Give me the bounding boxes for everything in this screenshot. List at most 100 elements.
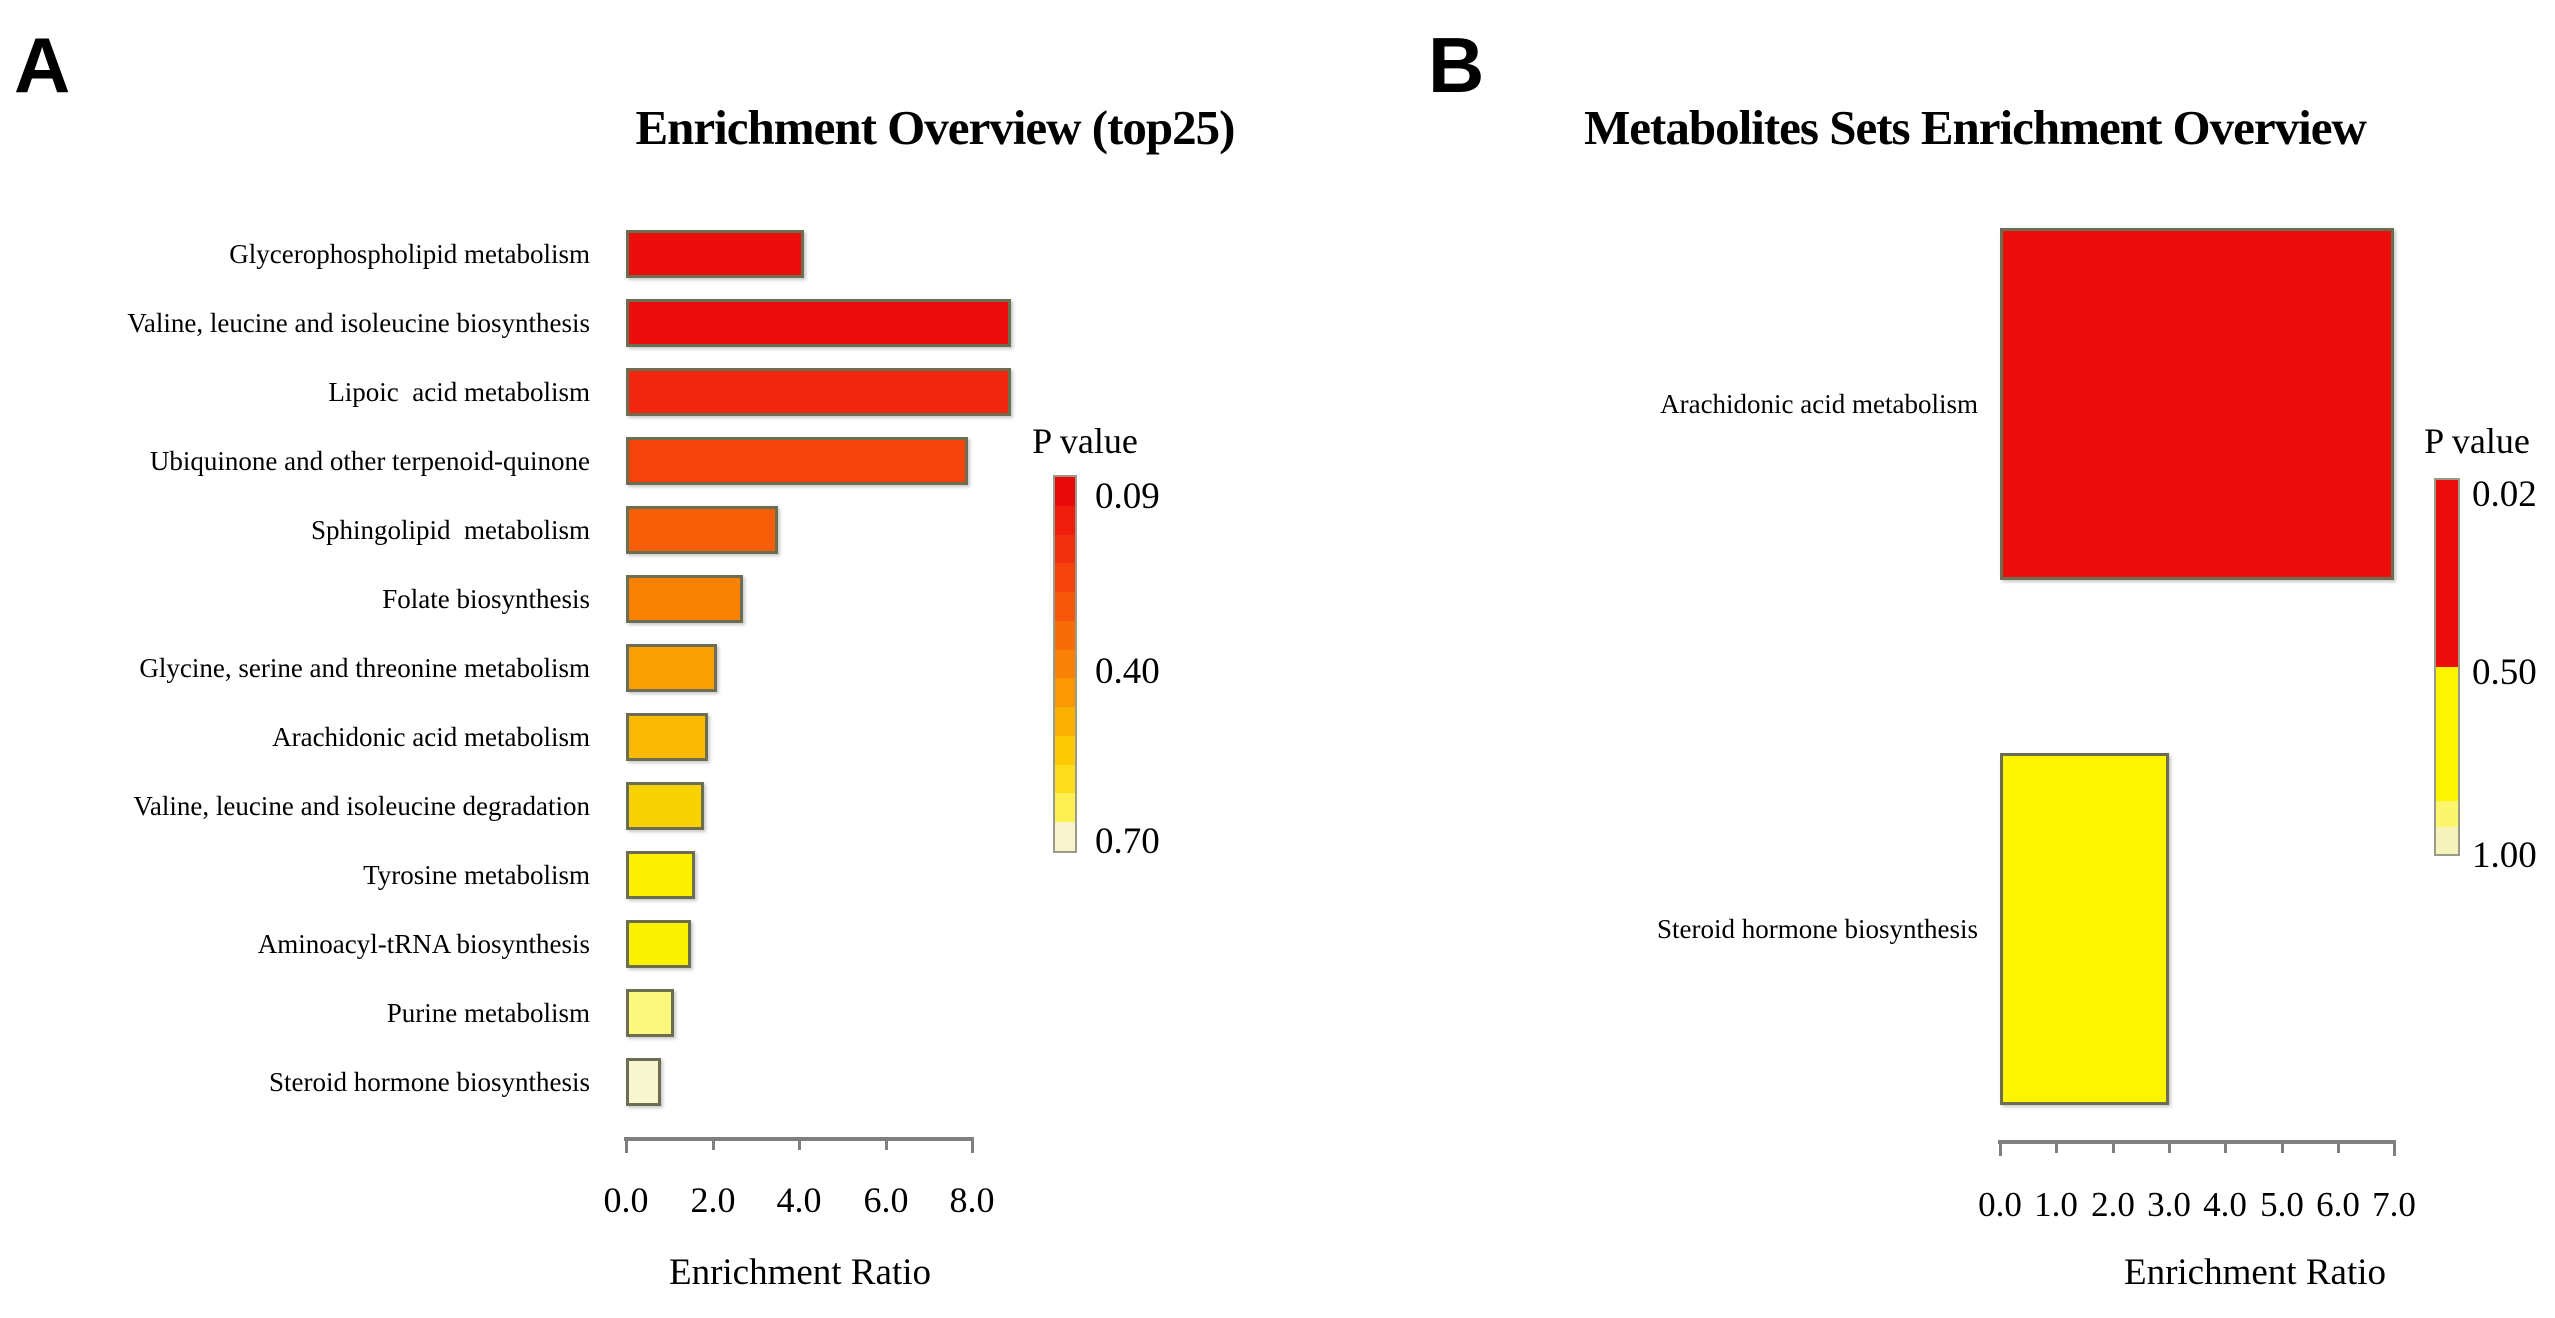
x-axis-tick-label: 0.0 [603, 1180, 649, 1220]
colorbar-tick-label: 0.50 [2472, 652, 2537, 693]
bar [626, 299, 1011, 347]
colorbar-band [2436, 560, 2458, 587]
colorbar-band [1055, 707, 1075, 736]
x-axis-tick [2337, 1140, 2340, 1153]
x-axis-tick [625, 1137, 628, 1153]
bar [626, 437, 968, 485]
panel-a-title: Enrichment Overview (top25) [635, 100, 1236, 155]
colorbar-band [2436, 533, 2458, 561]
colorbar-band [2436, 506, 2458, 534]
x-axis-tick-label: 8.0 [949, 1180, 995, 1220]
bar [626, 575, 743, 623]
category-label: Aminoacyl-tRNA biosynthesis [257, 929, 590, 959]
category-label: Lipoic acid metabolism [328, 377, 590, 407]
category-label: Arachidonic acid metabolism [272, 722, 590, 752]
x-axis-tick-label: 2.0 [2091, 1185, 2135, 1224]
panel-a-legend-title: P value [1032, 421, 1138, 461]
p-value-colorbar [1053, 475, 1077, 853]
colorbar-band [2436, 747, 2458, 774]
x-axis-tick [2112, 1140, 2115, 1153]
category-label: Tyrosine metabolism [363, 860, 590, 890]
panel-b-title: Metabolites Sets Enrichment Overview [1584, 100, 2367, 155]
category-label: Ubiquinone and other terpenoid-quinone [149, 446, 590, 476]
x-axis-tick-label: 5.0 [2260, 1185, 2304, 1224]
x-axis-tick-label: 4.0 [2203, 1185, 2247, 1224]
panel-a-x-axis-title: Enrichment Ratio [668, 1252, 932, 1293]
bar [2000, 228, 2394, 580]
x-axis-tick-label: 2.0 [690, 1180, 736, 1220]
category-label: Glycine, serine and threonine metabolism [139, 653, 590, 683]
colorbar-band [1055, 620, 1075, 650]
colorbar-band [2436, 586, 2458, 614]
x-axis-tick [1999, 1140, 2002, 1156]
colorbar-band [1055, 505, 1075, 535]
x-axis-tick-label: 6.0 [2316, 1185, 2360, 1224]
panel-b-x-axis-title: Enrichment Ratio [2123, 1252, 2387, 1293]
category-label: Folate biosynthesis [382, 584, 590, 614]
x-axis-tick-label: 1.0 [2034, 1185, 2078, 1224]
x-axis-tick-label: 6.0 [863, 1180, 909, 1220]
bar [626, 368, 1011, 416]
panel-b-legend-title: P value [2424, 421, 2530, 461]
bar [626, 1058, 661, 1106]
x-axis-tick-label: 4.0 [776, 1180, 822, 1220]
colorbar-band [2436, 480, 2458, 507]
colorbar-band [2436, 613, 2458, 641]
x-axis-tick [885, 1137, 888, 1150]
colorbar-tick-label: 0.40 [1095, 651, 1160, 692]
x-axis-tick [2055, 1140, 2058, 1153]
colorbar-band [2436, 640, 2458, 668]
x-axis-tick [2281, 1140, 2284, 1153]
colorbar-band [2436, 773, 2458, 801]
colorbar-band [1055, 649, 1075, 679]
category-label: Glycerophospholipid metabolism [229, 239, 590, 269]
colorbar-band [1055, 563, 1075, 593]
bar [2000, 753, 2169, 1105]
colorbar-tick-label: 0.09 [1095, 476, 1160, 517]
x-axis-tick [2393, 1140, 2396, 1156]
colorbar-band [2436, 800, 2458, 828]
colorbar-band [1055, 735, 1075, 765]
x-axis-tick [971, 1137, 974, 1153]
x-axis-tick-label: 0.0 [1978, 1185, 2022, 1224]
bar [626, 989, 674, 1037]
category-label: Steroid hormone biosynthesis [1657, 914, 1978, 944]
colorbar-band [1055, 678, 1075, 708]
colorbar-band [2436, 827, 2458, 855]
x-axis-tick [2224, 1140, 2227, 1153]
bar [626, 782, 704, 830]
category-label: Valine, leucine and isoleucine biosynthe… [127, 308, 590, 338]
colorbar-tick-label: 1.00 [2472, 835, 2537, 876]
colorbar-tick-label: 0.70 [1095, 821, 1160, 862]
colorbar-tick-label: 0.02 [2472, 474, 2537, 515]
panel-b-letter: B [1428, 21, 1485, 109]
category-label: Sphingolipid metabolism [310, 515, 590, 545]
colorbar-band [1055, 592, 1075, 621]
colorbar-band [1055, 477, 1075, 506]
x-axis-tick [712, 1137, 715, 1150]
panel-a-letter: A [14, 21, 71, 109]
x-axis-tick-label: 3.0 [2147, 1185, 2191, 1224]
colorbar-band [1055, 764, 1075, 794]
bar [626, 920, 691, 968]
category-label: Arachidonic acid metabolism [1660, 389, 1978, 419]
bar [626, 506, 778, 554]
bar [626, 644, 717, 692]
colorbar-band [2436, 720, 2458, 748]
category-label: Purine metabolism [386, 998, 590, 1028]
bar [626, 851, 695, 899]
p-value-colorbar [2434, 478, 2460, 856]
colorbar-band [2436, 667, 2458, 694]
bar [626, 230, 804, 278]
x-axis-tick [2168, 1140, 2171, 1153]
colorbar-band [1055, 822, 1075, 851]
bar [626, 713, 708, 761]
colorbar-band [2436, 693, 2458, 721]
x-axis-tick-label: 7.0 [2372, 1185, 2416, 1224]
category-label: Valine, leucine and isoleucine degradati… [133, 791, 590, 821]
x-axis-tick [798, 1137, 801, 1150]
category-label: Steroid hormone biosynthesis [269, 1067, 590, 1097]
x-axis-line [1998, 1140, 2396, 1144]
colorbar-band [1055, 534, 1075, 564]
